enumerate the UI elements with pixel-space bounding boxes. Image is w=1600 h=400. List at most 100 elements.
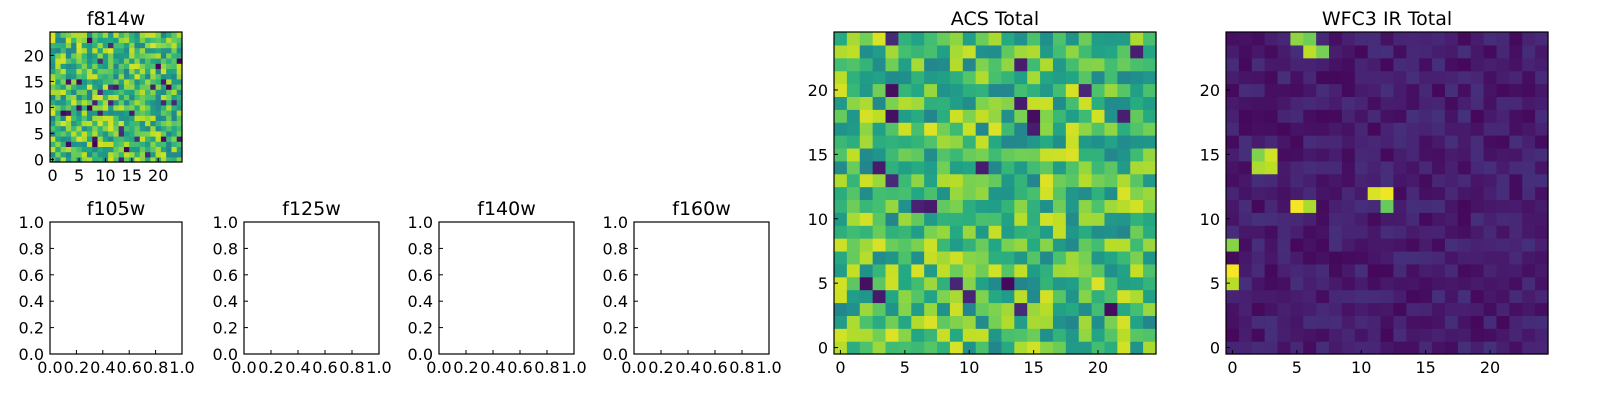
- heatmap-cell: [81, 110, 88, 116]
- heatmap-cell: [1522, 263, 1536, 278]
- heatmap-cell: [834, 225, 848, 239]
- heatmap-cell: [1078, 250, 1093, 265]
- heatmap-cell: [1354, 57, 1369, 72]
- y-tick-label: 0.8: [603, 239, 628, 258]
- heatmap-cell: [1226, 147, 1240, 162]
- heatmap-cell: [1316, 109, 1330, 123]
- heatmap-cell: [176, 94, 183, 101]
- heatmap-cell: [97, 136, 104, 142]
- heatmap-cell: [962, 302, 977, 316]
- heatmap-cell: [1117, 160, 1131, 175]
- heatmap-cell: [1078, 96, 1093, 110]
- heatmap-cell: [60, 94, 67, 101]
- heatmap-cell: [1341, 135, 1356, 149]
- heatmap-cell: [1470, 186, 1485, 201]
- heatmap-cell: [166, 141, 173, 147]
- heatmap-cell: [108, 42, 114, 49]
- heatmap-cell: [1091, 109, 1106, 123]
- heatmap-cell: [1277, 57, 1291, 72]
- heatmap-cell: [1052, 44, 1067, 59]
- heatmap-cell: [1065, 109, 1080, 123]
- heatmap-cell: [129, 42, 136, 49]
- y-tick-label: 1.0: [213, 213, 238, 232]
- heatmap-cell: [898, 135, 912, 149]
- heatmap-cell: [150, 156, 157, 163]
- heatmap-cell: [1406, 147, 1420, 162]
- x-tick-label: 5: [900, 358, 910, 377]
- heatmap-cell: [102, 94, 109, 101]
- heatmap-cell: [160, 37, 167, 43]
- heatmap-cell: [1290, 225, 1304, 239]
- heatmap-cell: [1444, 238, 1459, 252]
- heatmap-cell: [76, 94, 83, 101]
- heatmap-cell: [1052, 238, 1067, 252]
- heatmap-cell: [1104, 289, 1118, 304]
- heatmap-cell: [1329, 225, 1343, 239]
- heatmap-cell: [1130, 83, 1144, 97]
- heatmap-cell: [1367, 57, 1382, 72]
- heatmap-cell: [160, 89, 167, 95]
- heatmap-cell: [937, 250, 951, 265]
- heatmap-cell: [1065, 238, 1080, 252]
- heatmap-cell: [1130, 250, 1144, 265]
- heatmap-cell: [1367, 147, 1382, 162]
- heatmap-cell: [55, 52, 62, 59]
- heatmap-cell: [1290, 302, 1304, 316]
- heatmap-cell: [1457, 276, 1472, 291]
- heatmap-cell: [1535, 315, 1549, 329]
- heatmap-cell: [1406, 315, 1420, 329]
- heatmap-cell: [76, 63, 83, 69]
- heatmap-cell: [1329, 160, 1343, 175]
- heatmap-cell: [155, 37, 162, 43]
- heatmap-cell: [846, 341, 861, 355]
- heatmap-cell: [937, 57, 951, 72]
- heatmap-cell: [1251, 302, 1266, 316]
- heatmap-cell: [1406, 250, 1420, 265]
- heatmap-cell: [1251, 32, 1266, 46]
- heatmap-cell: [1264, 199, 1279, 213]
- heatmap-cell: [1303, 276, 1317, 291]
- heatmap-cell: [937, 147, 951, 162]
- heatmap-cell: [134, 52, 141, 59]
- heatmap-cell: [129, 141, 136, 147]
- heatmap-cell: [949, 328, 964, 342]
- heatmap-cell: [1367, 328, 1382, 342]
- heatmap-cell: [1432, 315, 1446, 329]
- heatmap-cell: [1014, 186, 1028, 201]
- heatmap-cell: [1027, 225, 1041, 239]
- heatmap-cell: [1290, 109, 1304, 123]
- heatmap-cell: [988, 225, 1003, 239]
- heatmap-cell: [102, 125, 109, 132]
- heatmap-cell: [1104, 328, 1118, 342]
- heatmap-cell: [872, 302, 887, 316]
- y-tick-label: 0.4: [603, 292, 628, 311]
- heatmap-cell: [171, 130, 178, 137]
- heatmap-cell: [1290, 173, 1304, 188]
- heatmap-cell: [76, 146, 83, 153]
- x-tick-label: 1.0: [366, 358, 391, 377]
- heatmap-cell: [55, 78, 62, 85]
- heatmap-cell: [1457, 315, 1472, 329]
- heatmap-cell: [1264, 160, 1279, 175]
- heatmap-cell: [1040, 250, 1054, 265]
- heatmap-cell: [1251, 263, 1266, 278]
- heatmap-cell: [859, 276, 874, 291]
- heatmap-cell: [1277, 199, 1291, 213]
- heatmap-cell: [81, 130, 88, 137]
- heatmap-cell: [86, 52, 93, 59]
- heatmap-cell: [134, 73, 141, 80]
- heatmap-cell: [1329, 32, 1343, 46]
- heatmap-cell: [145, 130, 151, 137]
- y-tick-label: 0.8: [19, 239, 44, 258]
- heatmap-cell: [166, 68, 173, 75]
- heatmap-cell: [1290, 160, 1304, 175]
- y-tick-label: 20: [24, 46, 44, 65]
- heatmap-cell: [55, 47, 62, 54]
- heatmap-cell: [118, 89, 125, 95]
- heatmap-cell: [108, 47, 114, 54]
- heatmap-cell: [1104, 135, 1118, 149]
- heatmap-cell: [1117, 225, 1131, 239]
- heatmap-cell: [1117, 315, 1131, 329]
- heatmap-cell: [129, 99, 136, 106]
- heatmap-cell: [949, 135, 964, 149]
